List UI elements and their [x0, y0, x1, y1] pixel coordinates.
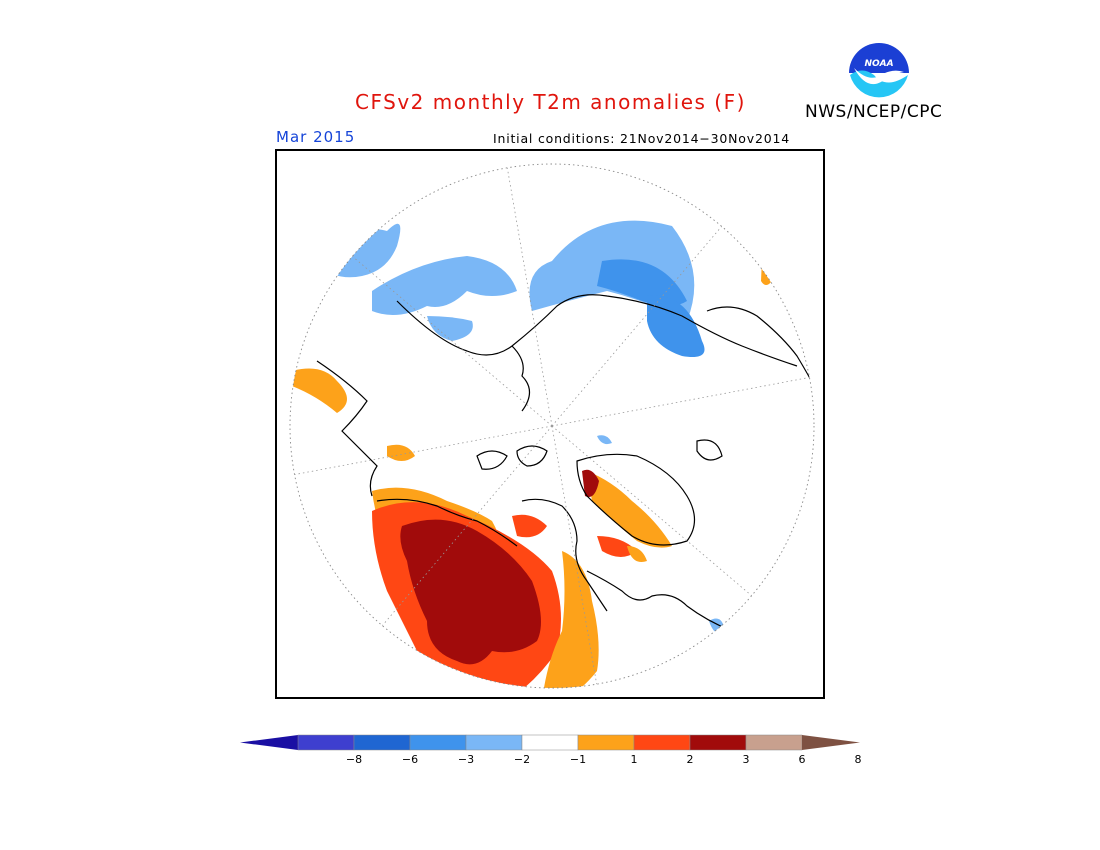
anomaly-region-russia-east-blue [647, 295, 705, 357]
colorbar-bin [521, 734, 579, 751]
anomaly-region-africa-light-blue [709, 618, 725, 634]
colorbar-tick-label: 1 [630, 753, 638, 766]
polar-map [289, 163, 815, 689]
agency-label: NWS/NCEP/CPC [805, 102, 943, 122]
colorbar-tick-label: −1 [569, 753, 587, 766]
colorbar-tick-label: 2 [686, 753, 694, 766]
colorbar-bin [745, 734, 803, 751]
noaa-logo: NOAA [849, 43, 909, 103]
colorbar-tick-label: −6 [401, 753, 419, 766]
colorbar-tick-label: 8 [854, 753, 862, 766]
anomaly-region-labrador-red [597, 536, 637, 557]
colorbar-tick-label: −2 [513, 753, 531, 766]
colorbar-arrow-high [802, 735, 860, 750]
anomaly-region-europe2-light-blue [427, 316, 473, 341]
anomaly-region-himalaya-orange [387, 444, 415, 461]
colorbar-tick-label: −8 [345, 753, 363, 766]
anomaly-region-asia-orange [292, 368, 347, 413]
anomaly-region-hudson-orange [542, 551, 599, 688]
colorbar-bin [689, 734, 747, 751]
initial-conditions: Initial conditions: 21Nov2014−30Nov2014 [493, 131, 790, 146]
svg-text:NOAA: NOAA [864, 59, 893, 69]
anomaly-region-africa-orange [761, 258, 775, 285]
colorbar-bin [353, 734, 411, 751]
colorbar-bin [465, 734, 523, 751]
colorbar-tick-label: −3 [457, 753, 475, 766]
map-title: CFSv2 monthly T2m anomalies (F) [355, 90, 746, 114]
anomaly-region-greenland-dark-red [582, 469, 599, 497]
colorbar-bin [409, 734, 467, 751]
anomaly-region-scandinavia-light-blue [372, 256, 517, 315]
colorbar-bin [297, 734, 355, 751]
colorbar-bin [577, 734, 635, 751]
forecast-month: Mar 2015 [276, 128, 356, 146]
anomaly-region-canada-dark-red [400, 519, 541, 665]
anomaly-region-ellesmere-orange [627, 546, 647, 562]
anomaly-region-baffin-orange [587, 471, 672, 548]
anomaly-region-europe-light-blue [317, 223, 401, 278]
colorbar [240, 734, 860, 751]
coastlines [316, 294, 814, 632]
anomaly-region-greenland-light-blue [597, 435, 612, 445]
anomaly-region-arctic-archipelago-red [512, 514, 547, 538]
graticule [290, 165, 814, 687]
polar-map-panel [275, 149, 825, 699]
colorbar-arrow-low [240, 735, 298, 750]
anomaly-region-siberia-blue [597, 259, 687, 306]
map-boundary-circle [289, 163, 815, 689]
colorbar-bin [633, 734, 691, 751]
colorbar-tick-label: 6 [798, 753, 806, 766]
colorbar-tick-label: 3 [742, 753, 750, 766]
